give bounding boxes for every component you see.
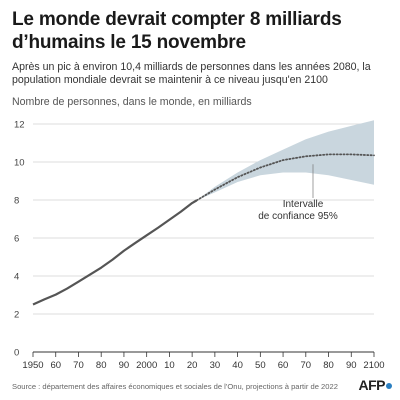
- projected-population-line: [195, 153, 375, 202]
- x-tick-label: 80: [96, 360, 107, 371]
- x-tick-label: 70: [301, 360, 312, 371]
- y-tick-label: 10: [14, 158, 25, 169]
- annotation-text: Intervalle: [283, 199, 324, 210]
- afp-logo: AFP: [359, 377, 392, 393]
- confidence-band-layer: [196, 120, 374, 201]
- x-tick-label: 10: [164, 360, 175, 371]
- x-tick-label: 30: [210, 360, 221, 371]
- x-tick-label: 1950: [22, 360, 43, 371]
- y-tick-label: 4: [14, 272, 19, 283]
- x-tick-label: 70: [73, 360, 84, 371]
- confidence-interval-band: [196, 120, 374, 201]
- x-tick-label: 2100: [363, 360, 384, 371]
- x-tick-label: 90: [119, 360, 130, 371]
- x-tick-label: 2000: [136, 360, 157, 371]
- y-axis-label: Nombre de personnes, dans le monde, en m…: [12, 96, 252, 108]
- axes: [32, 351, 375, 357]
- logo-dot-icon: [386, 383, 392, 389]
- tick-labels: 0 2 4 6 8 10 12 1950 60 70 80 90 2000 10 20 30 40 50 60 70 8…: [14, 120, 385, 372]
- y-tick-label: 8: [14, 196, 19, 207]
- x-tick-label: 90: [346, 360, 357, 371]
- x-tick-label: 80: [323, 360, 334, 371]
- historical-population-line: [32, 199, 198, 306]
- y-tick-label: 0: [14, 348, 19, 359]
- y-tick-label: 6: [14, 234, 19, 245]
- x-tick-label: 60: [50, 360, 61, 371]
- x-tick-label: 40: [232, 360, 243, 371]
- chart-title: Le monde devrait compter 8 milliards d’h…: [12, 9, 342, 53]
- chart-subtitle: Après un pic à environ 10,4 milliards de…: [12, 61, 371, 86]
- x-tick-label: 60: [278, 360, 289, 371]
- x-tick-label: 20: [187, 360, 198, 371]
- y-tick-label: 2: [14, 310, 19, 321]
- y-tick-label: 12: [14, 120, 25, 131]
- source-note: Source : département des affaires économ…: [12, 382, 338, 391]
- x-tick-label: 50: [255, 360, 266, 371]
- annotation-text: de confiance 95%: [258, 211, 338, 222]
- series-lines: [32, 153, 375, 306]
